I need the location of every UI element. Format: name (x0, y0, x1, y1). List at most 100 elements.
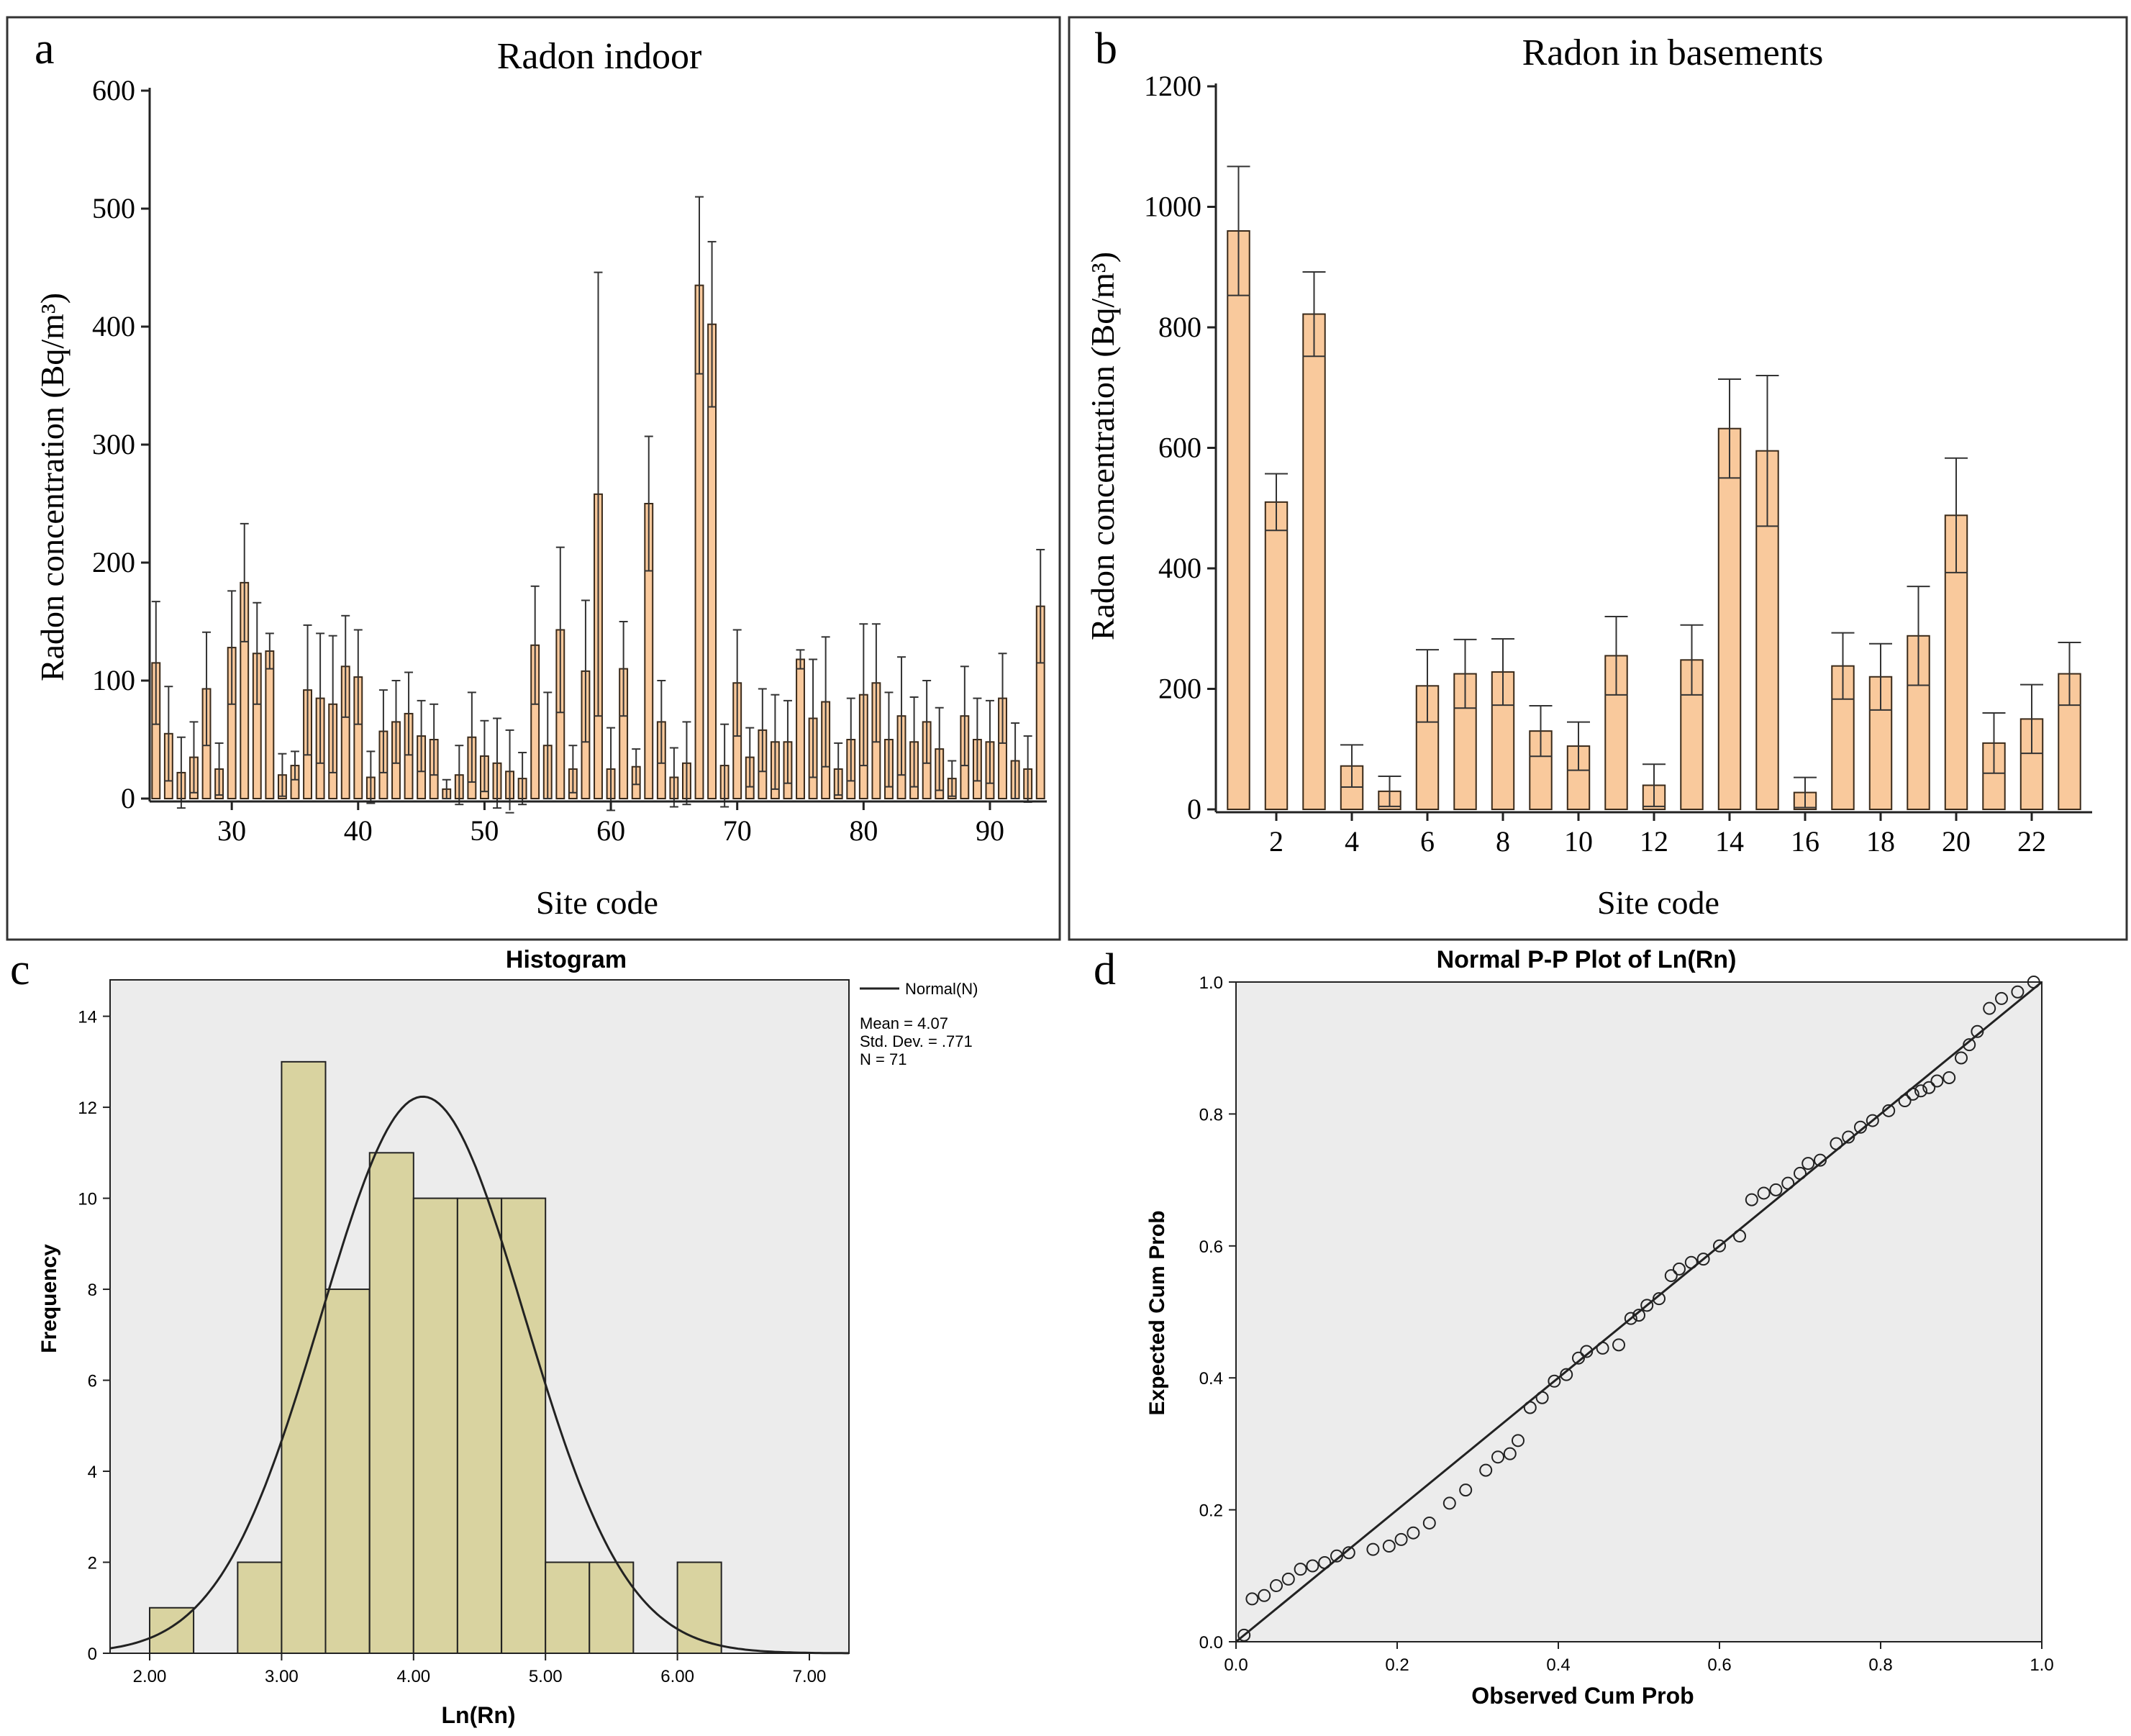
pp-point-51 (1898, 1094, 1912, 1108)
panel-b-letter: b (1095, 24, 1117, 73)
pp-point-38 (1733, 1230, 1746, 1243)
error-bar-b-21 (1982, 712, 2006, 774)
error-bar-a-59 (594, 271, 603, 717)
y-tick-label: 8 (88, 1281, 97, 1300)
x-tick-label: 0.4 (1546, 1655, 1570, 1675)
chart-b-xlabel: Site code (1597, 884, 1719, 921)
pp-point-47 (1842, 1130, 1855, 1144)
error-bar-a-73 (771, 694, 780, 790)
error-bar-b-19 (1907, 586, 1930, 686)
error-bar-b-14 (1718, 378, 1741, 479)
panel-a-letter: a (35, 24, 55, 73)
bar-b-10 (1566, 745, 1591, 810)
chart-a-xlabel: Site code (536, 884, 658, 921)
x-tick-label: 1.0 (2030, 1655, 2053, 1675)
pp-point-14 (1422, 1516, 1436, 1530)
x-tick-label: 4.00 (396, 1667, 430, 1686)
error-bar-b-22 (2020, 683, 2043, 755)
pp-point-11 (1382, 1540, 1396, 1553)
error-bar-a-41 (366, 750, 376, 804)
chart-c-stat-mean: Mean = 4.07 (860, 1014, 948, 1032)
y-tick-label: 10 (78, 1190, 97, 1209)
y-tick-label: 12 (78, 1099, 97, 1118)
error-bar-a-54 (530, 585, 540, 705)
pp-point-23 (1548, 1374, 1561, 1388)
chart-pp-plot: Normal P-P Plot of Ln(Rn) Observed Cum P… (1145, 946, 2054, 1709)
error-bar-a-43 (391, 680, 401, 764)
error-bar-b-20 (1945, 457, 1968, 573)
pp-point-58 (1963, 1038, 1976, 1052)
x-tick-label: 80 (849, 814, 878, 847)
error-bar-a-57 (568, 745, 578, 794)
pp-point-27 (1596, 1341, 1609, 1355)
pp-point-54 (1922, 1081, 1936, 1094)
pp-point-7 (1318, 1555, 1332, 1569)
pp-point-17 (1479, 1463, 1493, 1477)
pp-point-31 (1640, 1299, 1654, 1312)
pp-point-18 (1491, 1450, 1504, 1464)
x-tick-label: 0.8 (1868, 1655, 1892, 1675)
error-bar-a-61 (619, 621, 628, 717)
chart-c-stat-n: N = 71 (860, 1050, 907, 1068)
y-tick-label: 600 (92, 74, 135, 106)
pp-point-63 (2027, 976, 2040, 989)
error-bar-a-34 (278, 753, 287, 797)
x-tick-label: 5.00 (529, 1667, 563, 1686)
pp-point-43 (1794, 1166, 1807, 1180)
x-tick-label: 3.00 (265, 1667, 299, 1686)
chart-c-ylabel: Frequency (37, 1244, 61, 1353)
y-tick-label: 0 (121, 782, 135, 814)
pp-point-4 (1281, 1572, 1295, 1586)
error-bar-a-64 (657, 680, 666, 764)
error-bar-a-85 (922, 680, 932, 764)
y-tick-label: 800 (1158, 311, 1201, 343)
error-bar-b-10 (1567, 721, 1590, 771)
chart-d-title: Normal P-P Plot of Ln(Rn) (1437, 946, 1737, 973)
x-tick-label: 22 (2017, 825, 2046, 858)
x-tick-label: 12 (1640, 825, 1668, 858)
x-tick-label: 40 (344, 814, 373, 847)
panel-b-frame (1068, 16, 2128, 941)
error-bar-b-5 (1378, 775, 1401, 807)
error-bar-b-6 (1416, 649, 1439, 723)
pp-point-28 (1612, 1338, 1625, 1352)
pp-point-15 (1442, 1496, 1456, 1510)
y-tick-label: 0.6 (1199, 1237, 1223, 1257)
x-tick-label: 6 (1420, 825, 1435, 858)
error-bar-a-38 (328, 635, 337, 773)
x-tick-label: 0.2 (1385, 1655, 1409, 1675)
error-bar-a-44 (404, 671, 414, 756)
histogram-bar-5 (412, 1197, 458, 1655)
error-bar-a-74 (783, 699, 792, 784)
y-tick-label: 200 (92, 546, 135, 578)
error-bar-a-27 (189, 721, 199, 794)
pp-point-1 (1245, 1592, 1259, 1606)
pp-point-16 (1459, 1483, 1473, 1497)
pp-point-10 (1366, 1542, 1380, 1556)
y-tick-label: 0.4 (1199, 1369, 1223, 1389)
x-tick-label: 0.0 (1224, 1655, 1248, 1675)
chart-a-title: Radon indoor (497, 36, 702, 77)
histogram-bar-3 (324, 1289, 371, 1655)
normal-curve (109, 1095, 849, 1655)
error-bar-a-50 (480, 719, 489, 793)
error-bar-a-26 (176, 736, 186, 809)
y-tick-label: 0.2 (1199, 1501, 1223, 1521)
error-bar-a-25 (164, 686, 173, 782)
chart-c-legend-label: Normal(N) (905, 980, 978, 998)
error-bar-a-29 (214, 742, 224, 796)
pp-point-59 (1971, 1024, 1984, 1038)
error-bar-b-12 (1642, 763, 1666, 807)
error-bar-a-70 (732, 629, 742, 737)
y-tick-label: 500 (92, 192, 135, 224)
pp-point-24 (1560, 1368, 1573, 1381)
error-bar-b-7 (1453, 638, 1477, 709)
x-tick-label: 7.00 (793, 1667, 827, 1686)
panel-c-letter: c (10, 945, 30, 994)
error-bar-a-94 (1036, 548, 1045, 664)
error-bar-a-82 (884, 691, 894, 788)
pp-point-53 (1914, 1084, 1927, 1098)
y-tick-label: 4 (88, 1463, 97, 1482)
y-tick-label: 0.8 (1199, 1105, 1223, 1124)
pp-point-30 (1632, 1309, 1645, 1322)
